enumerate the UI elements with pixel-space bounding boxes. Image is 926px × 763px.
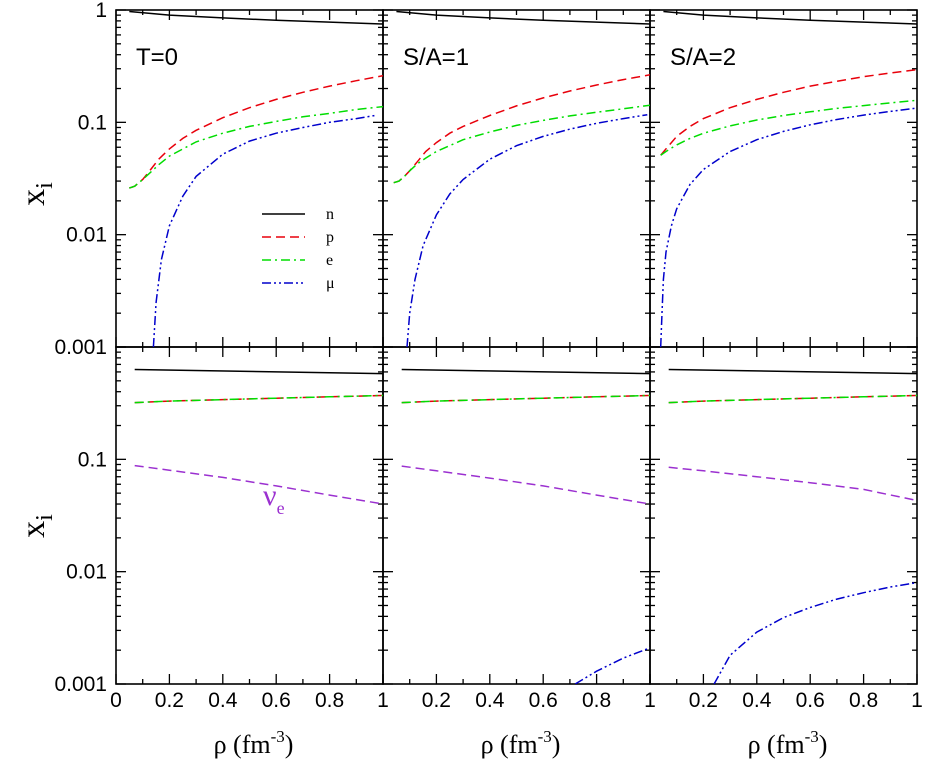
series-line-mu — [574, 647, 650, 684]
y-axis-label: xi — [15, 514, 58, 538]
x-axis-label: ρ (fm-3) — [214, 727, 294, 759]
x-tick-label: 0.8 — [849, 689, 878, 712]
y-tick-label: 0.001 — [54, 673, 107, 696]
x-tick-label: 0 — [110, 689, 122, 712]
series-line-p — [660, 68, 917, 156]
panel-series-r0-c2 — [659, 10, 917, 347]
legend-label: n — [326, 206, 334, 223]
x-axis-label: ρ (fm-3) — [481, 727, 561, 759]
y-tick-label: 1 — [95, 0, 107, 22]
series-line-mu — [152, 114, 376, 347]
series-line-p — [129, 74, 383, 189]
y-tick-label: 0.1 — [78, 111, 107, 134]
legend-label: μ — [326, 275, 335, 292]
x-tick-label: 1 — [911, 689, 923, 712]
x-tick-label: 0.4 — [208, 689, 238, 712]
panel-series-r0-c0 — [129, 10, 383, 347]
series-line-n — [129, 10, 383, 25]
x-tick-label: 0.4 — [742, 689, 772, 712]
series-line-e — [660, 99, 917, 156]
panel-label: S/A=1 — [403, 44, 469, 71]
legend-label: e — [326, 252, 333, 269]
series-line-e — [134, 394, 383, 404]
series-line-nu-e — [134, 464, 383, 505]
series-line-e — [393, 104, 650, 184]
x-axis-label: ρ (fm-3) — [748, 727, 828, 759]
series-line-mu — [713, 581, 917, 684]
plot-layer — [115, 9, 918, 685]
x-tick-label: 0.6 — [796, 689, 825, 712]
x-tick-label: 0.2 — [689, 689, 718, 712]
series-line-n — [663, 10, 917, 25]
panel-label: T=0 — [136, 44, 178, 71]
x-tick-label: 0.2 — [422, 689, 451, 712]
x-tick-label: 0.2 — [155, 689, 184, 712]
panel-series-r1-c2 — [668, 368, 917, 684]
series-line-n — [401, 368, 650, 375]
panel-series-r0-c1 — [393, 10, 650, 347]
x-tick-label: 0.4 — [475, 689, 505, 712]
series-line-e — [401, 394, 650, 404]
y-axis-label: xi — [15, 182, 58, 206]
x-tick-label: 1 — [377, 689, 389, 712]
series-line-e — [129, 105, 383, 189]
panel-frame-r1-c0 — [115, 346, 384, 685]
x-tick-label: 0.6 — [529, 689, 558, 712]
panel-series-r1-c1 — [401, 368, 650, 684]
series-line-nu-e — [668, 466, 917, 502]
panel-frame-r1-c2 — [649, 346, 918, 685]
series-line-n — [668, 368, 917, 375]
series-line-n — [134, 368, 383, 375]
legend-label: p — [326, 229, 334, 246]
panel-frame-r1-c1 — [382, 346, 651, 685]
series-line-mu — [659, 107, 917, 347]
series-line-nu-e — [401, 465, 650, 505]
y-tick-label: 0.01 — [66, 561, 107, 584]
series-line-p — [393, 74, 650, 184]
label-layer: T=0 S/A=1 S/A=2 0 0.2 0.4 0.6 0.8 1 0.2 0.4 0.6 0.8 1… — [15, 0, 923, 759]
series-line-mu — [406, 113, 648, 347]
x-tick-label: 0.8 — [315, 689, 344, 712]
nu-e-annotation: νe — [263, 479, 285, 518]
series-line-e — [668, 394, 917, 404]
x-tick-label: 1 — [644, 689, 656, 712]
y-tick-label: 0.1 — [78, 448, 107, 471]
y-tick-label: 0.001 — [54, 336, 107, 359]
x-tick-label: 0.8 — [582, 689, 611, 712]
series-line-n — [396, 10, 650, 25]
panel-label: S/A=2 — [670, 44, 736, 71]
x-tick-label: 0.6 — [262, 689, 291, 712]
y-tick-label: 0.01 — [66, 224, 107, 247]
panel-series-r1-c0 — [134, 368, 383, 505]
